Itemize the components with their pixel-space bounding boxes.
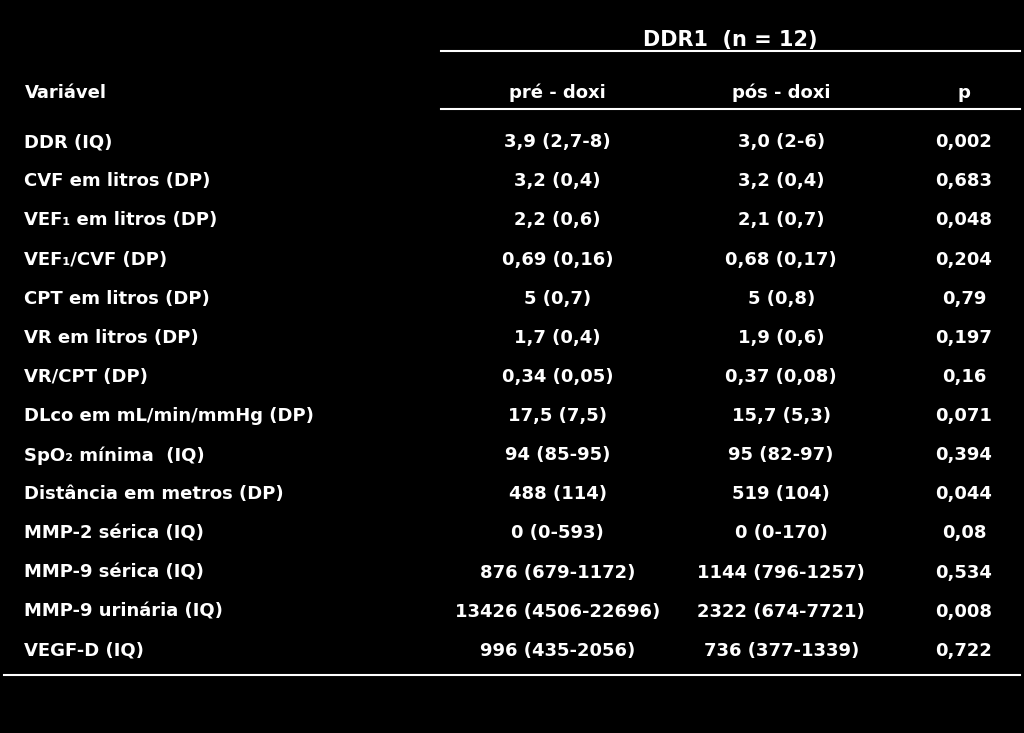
Text: 0,68 (0,17): 0,68 (0,17) [725, 251, 837, 268]
Text: SpO₂ mínima  (IQ): SpO₂ mínima (IQ) [25, 446, 205, 465]
Text: 0,37 (0,08): 0,37 (0,08) [725, 368, 837, 386]
Text: 996 (435-2056): 996 (435-2056) [480, 642, 635, 660]
Text: 0,69 (0,16): 0,69 (0,16) [502, 251, 613, 268]
Text: 3,2 (0,4): 3,2 (0,4) [738, 172, 824, 191]
Text: pré - doxi: pré - doxi [509, 84, 606, 103]
Text: VEF₁/CVF (DP): VEF₁/CVF (DP) [25, 251, 168, 268]
Text: 1144 (796-1257): 1144 (796-1257) [697, 564, 865, 581]
Text: 0 (0-170): 0 (0-170) [735, 525, 827, 542]
Text: pós - doxi: pós - doxi [732, 84, 830, 103]
Text: 0,79: 0,79 [942, 290, 986, 308]
Text: VEF₁ em litros (DP): VEF₁ em litros (DP) [25, 211, 218, 229]
Text: 15,7 (5,3): 15,7 (5,3) [732, 407, 830, 425]
Text: 488 (114): 488 (114) [509, 485, 606, 504]
Text: 5 (0,8): 5 (0,8) [748, 290, 815, 308]
Text: 0,008: 0,008 [936, 603, 992, 621]
Text: VEGF-D (IQ): VEGF-D (IQ) [25, 642, 144, 660]
Text: 0,197: 0,197 [936, 329, 992, 347]
Text: 0,071: 0,071 [936, 407, 992, 425]
Text: 0,683: 0,683 [936, 172, 992, 191]
Text: 0,204: 0,204 [936, 251, 992, 268]
Text: 17,5 (7,5): 17,5 (7,5) [508, 407, 607, 425]
Text: 0,044: 0,044 [936, 485, 992, 504]
Text: 0,08: 0,08 [942, 525, 986, 542]
Text: MMP-2 sérica (IQ): MMP-2 sérica (IQ) [25, 525, 205, 542]
Text: 1,9 (0,6): 1,9 (0,6) [738, 329, 824, 347]
Text: 0,16: 0,16 [942, 368, 986, 386]
Text: VR em litros (DP): VR em litros (DP) [25, 329, 199, 347]
Text: DDR (IQ): DDR (IQ) [25, 133, 113, 151]
Text: 13426 (4506-22696): 13426 (4506-22696) [455, 603, 660, 621]
Text: 876 (679-1172): 876 (679-1172) [480, 564, 636, 581]
Text: 0,394: 0,394 [936, 446, 992, 464]
Text: p: p [957, 84, 971, 102]
Text: Distância em metros (DP): Distância em metros (DP) [25, 485, 284, 504]
Text: 2322 (674-7721): 2322 (674-7721) [697, 603, 865, 621]
Text: 3,0 (2-6): 3,0 (2-6) [737, 133, 824, 151]
Text: Variável: Variável [25, 84, 106, 102]
Text: 0 (0-593): 0 (0-593) [511, 525, 604, 542]
Text: 0,34 (0,05): 0,34 (0,05) [502, 368, 613, 386]
Text: 736 (377-1339): 736 (377-1339) [703, 642, 859, 660]
Text: 95 (82-97): 95 (82-97) [728, 446, 834, 464]
Text: 0,002: 0,002 [936, 133, 992, 151]
Text: DLco em mL/min/mmHg (DP): DLco em mL/min/mmHg (DP) [25, 407, 314, 425]
Text: 2,1 (0,7): 2,1 (0,7) [738, 211, 824, 229]
Text: 0,534: 0,534 [936, 564, 992, 581]
Text: DDR1  (n = 12): DDR1 (n = 12) [643, 29, 817, 50]
Text: MMP-9 urinária (IQ): MMP-9 urinária (IQ) [25, 603, 223, 621]
Text: 519 (104): 519 (104) [732, 485, 830, 504]
Text: VR/CPT (DP): VR/CPT (DP) [25, 368, 148, 386]
Text: 0,722: 0,722 [936, 642, 992, 660]
Text: 0,048: 0,048 [936, 211, 992, 229]
Text: 5 (0,7): 5 (0,7) [524, 290, 591, 308]
Text: 1,7 (0,4): 1,7 (0,4) [514, 329, 601, 347]
Text: CVF em litros (DP): CVF em litros (DP) [25, 172, 211, 191]
Text: 2,2 (0,6): 2,2 (0,6) [514, 211, 601, 229]
Text: 3,9 (2,7-8): 3,9 (2,7-8) [505, 133, 611, 151]
Text: CPT em litros (DP): CPT em litros (DP) [25, 290, 210, 308]
Text: 3,2 (0,4): 3,2 (0,4) [514, 172, 601, 191]
Text: MMP-9 sérica (IQ): MMP-9 sérica (IQ) [25, 564, 205, 581]
Text: 94 (85-95): 94 (85-95) [505, 446, 610, 464]
